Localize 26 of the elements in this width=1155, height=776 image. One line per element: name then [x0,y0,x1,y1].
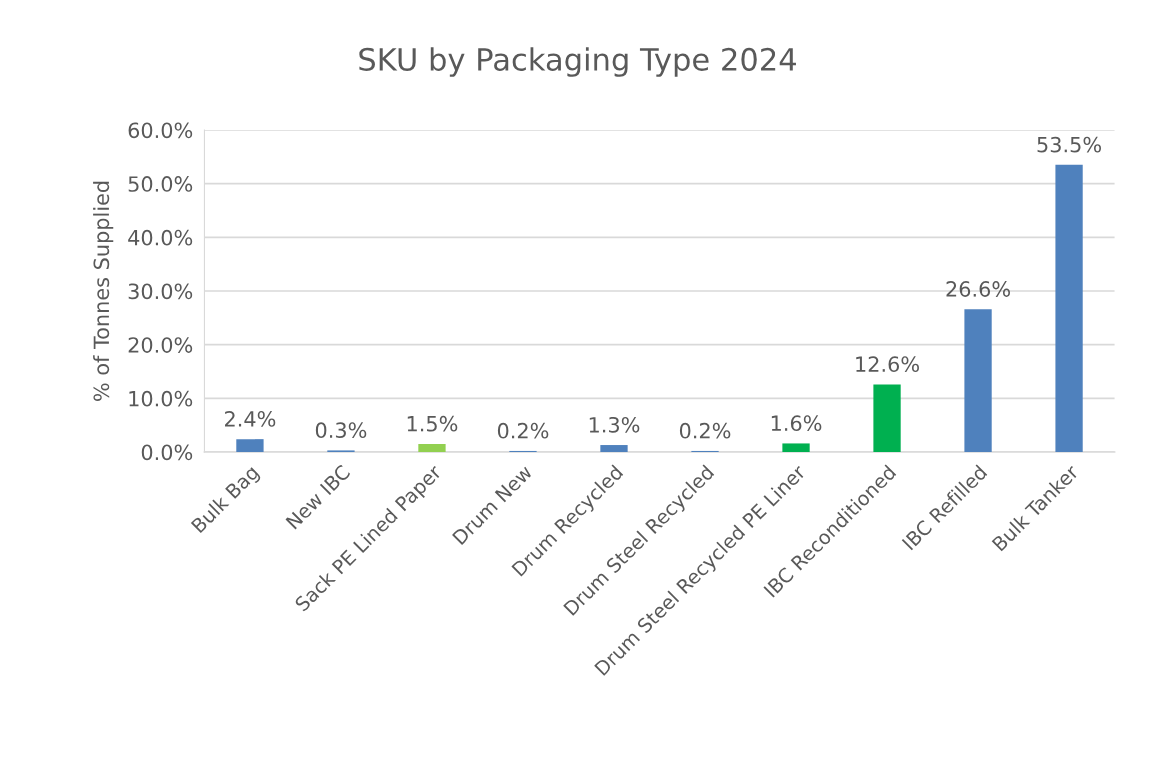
data-label: 1.5% [407,415,458,432]
y-tick-label: 20.0% [128,337,193,353]
bar [782,443,810,453]
data-label: 1.3% [589,416,640,433]
y-tick-label: 10.0% [129,390,193,407]
bar [418,443,446,453]
data-label: 53.5% [1037,136,1102,153]
chart-title: SKU by Packaging Type 2024 [359,47,796,77]
data-label: 12.6% [856,356,919,373]
bar [873,384,901,453]
data-label: 1.6% [771,415,822,432]
bar [964,309,992,453]
data-label: 0.2% [679,422,731,439]
data-label: 26.6% [946,281,1010,297]
y-tick-label: 50.0% [128,176,193,192]
bar [1055,164,1083,453]
y-axis-title: % of Tonnes Supplied [93,181,114,401]
data-label: 0.2% [497,422,549,439]
bar [600,445,628,453]
y-tick-label: 40.0% [128,229,193,246]
y-tick-label: 0.0% [141,444,193,461]
y-tick-label: 30.0% [128,283,193,300]
data-label: 2.4% [225,411,276,427]
data-label: 0.3% [315,422,367,439]
bar [236,439,264,453]
y-tick-label: 60.0% [128,122,193,139]
